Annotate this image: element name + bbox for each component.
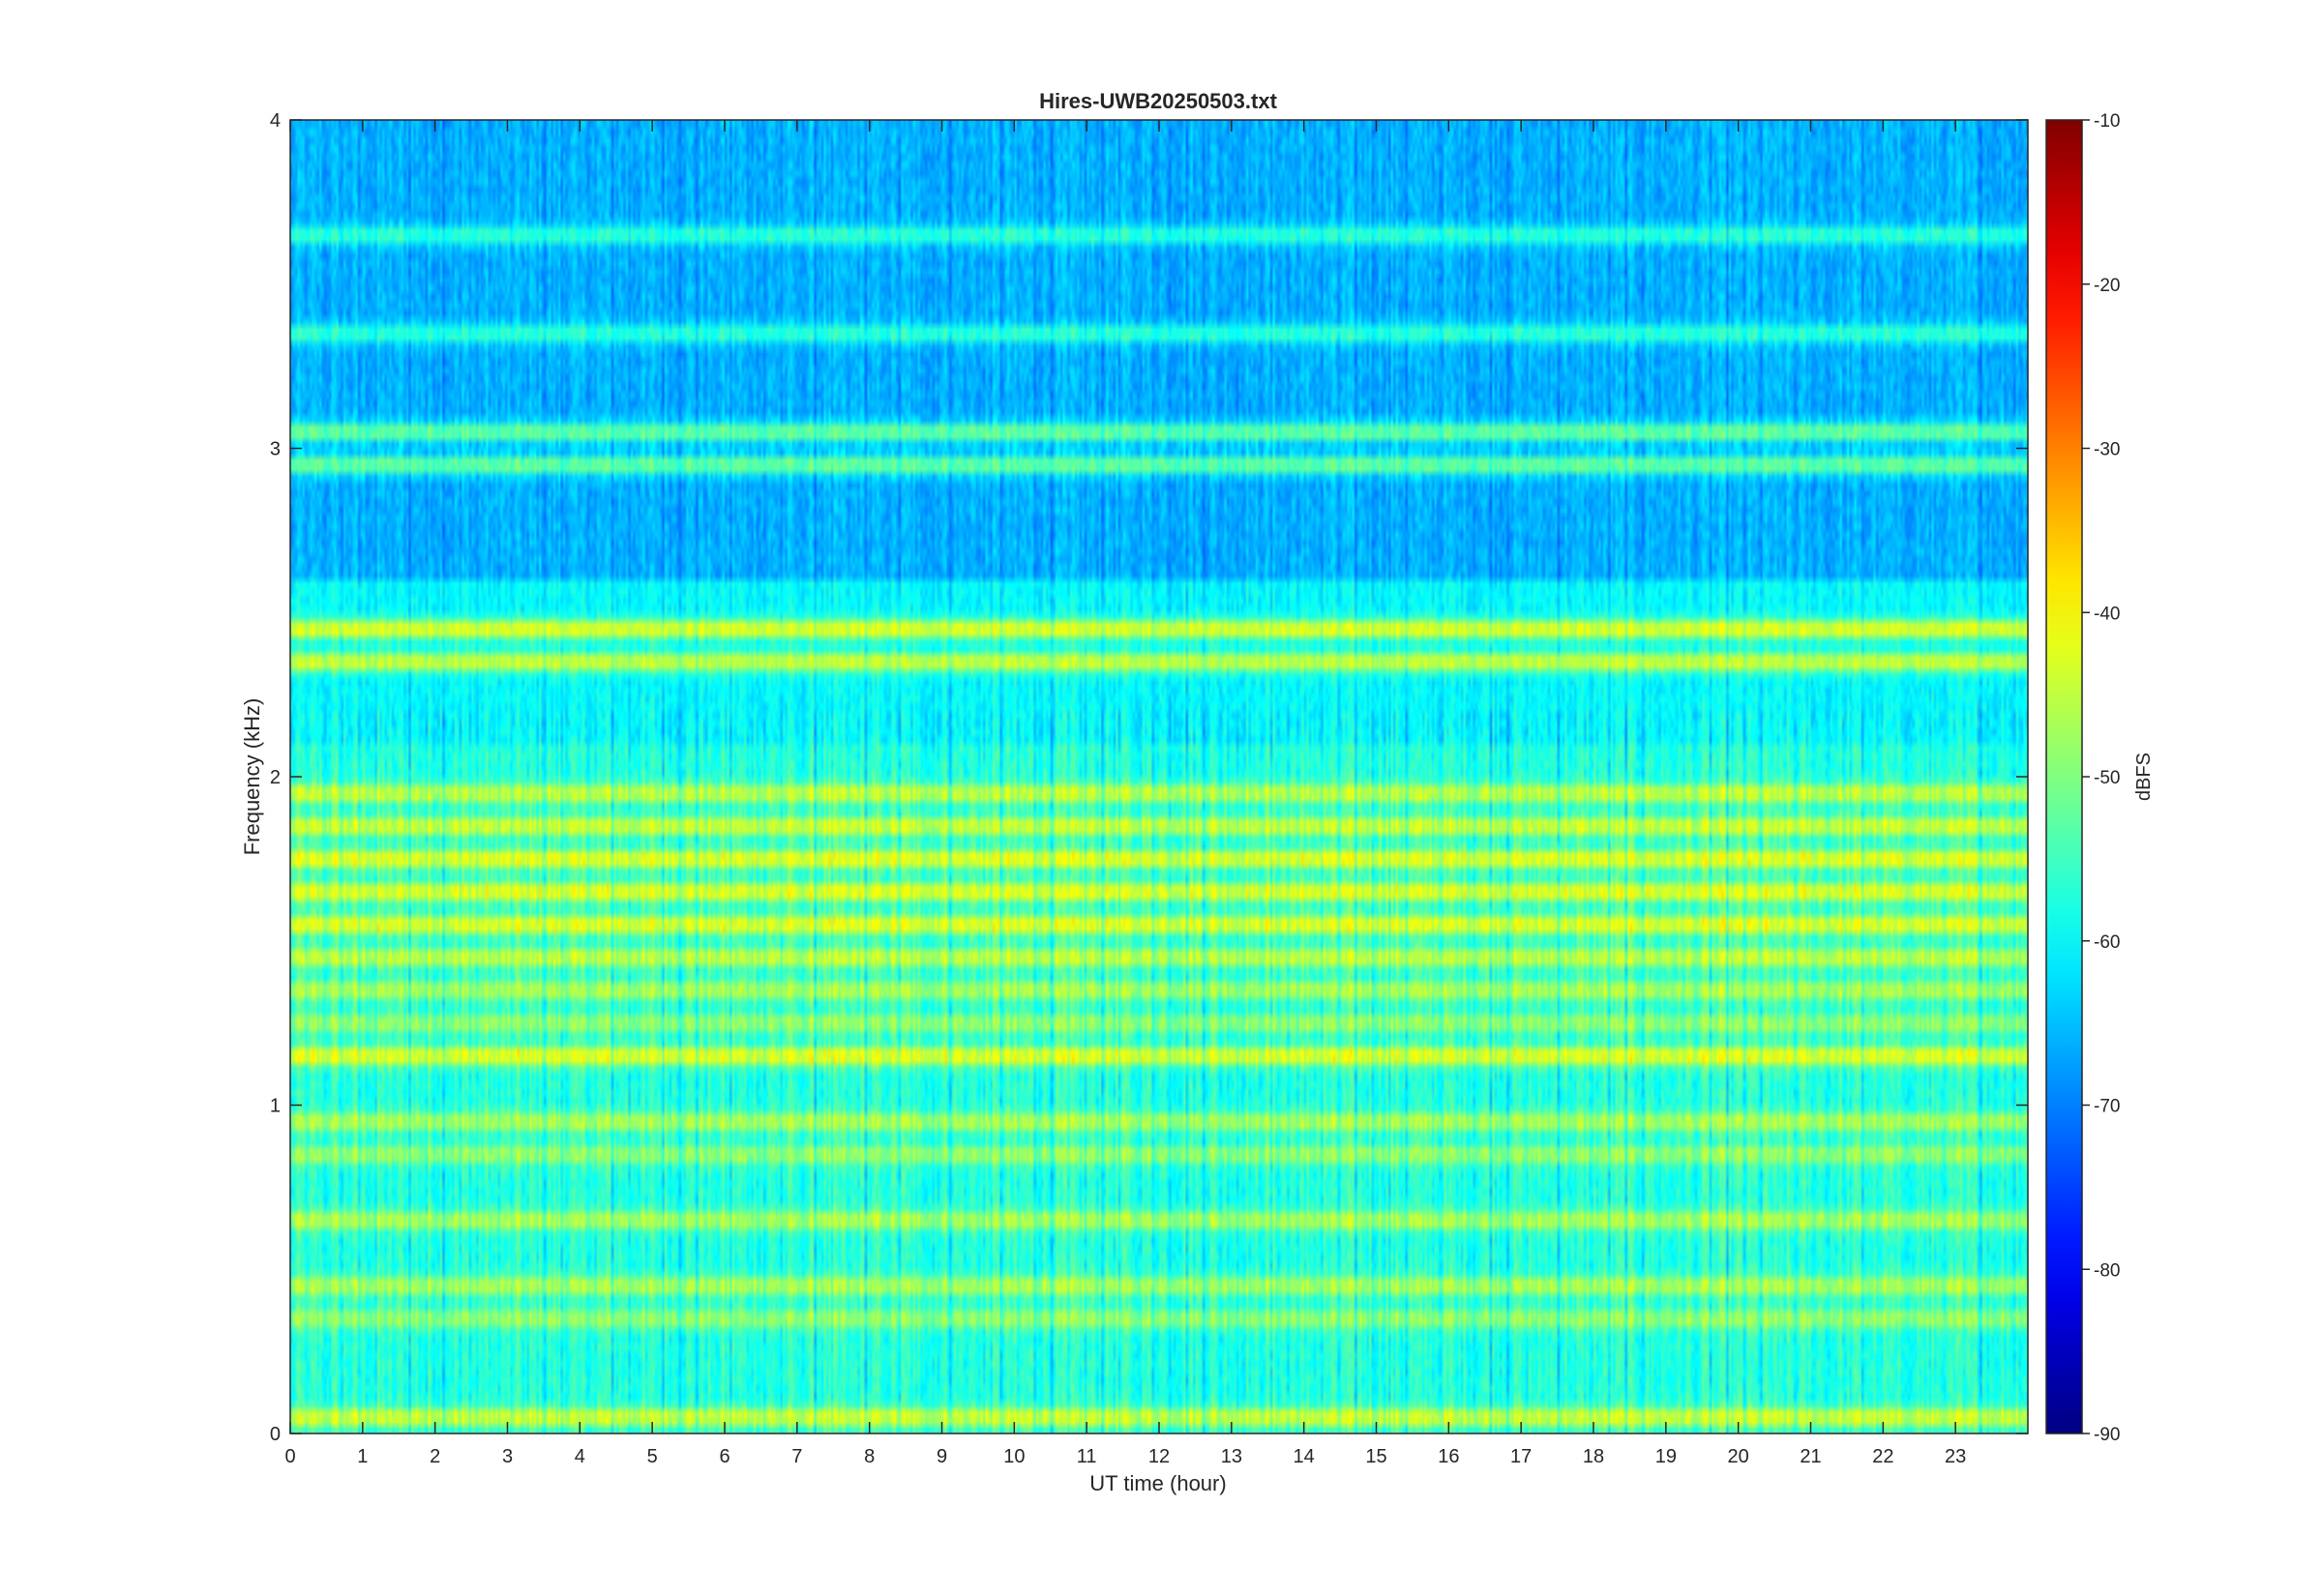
x-tick-label: 6 bbox=[719, 1446, 729, 1467]
colorbar-tick-label: -60 bbox=[2094, 932, 2120, 953]
x-axis-label: UT time (hour) bbox=[1089, 1471, 1226, 1495]
colorbar-tick-label: -40 bbox=[2094, 604, 2120, 624]
x-tick-label: 22 bbox=[1872, 1446, 1893, 1467]
colorbar-tick-label: -90 bbox=[2094, 1425, 2120, 1445]
x-tick-label: 0 bbox=[284, 1446, 295, 1467]
x-tick-label: 18 bbox=[1583, 1446, 1604, 1467]
chart-title: Hires-UWB20250503.txt bbox=[1039, 89, 1277, 113]
colorbar-label: dBFS bbox=[2133, 753, 2155, 801]
colorbar-tick-label: -20 bbox=[2094, 276, 2120, 296]
y-axis-ticks: 0 1 2 3 4 bbox=[270, 110, 2028, 1445]
colorbar-tick-label: -50 bbox=[2094, 768, 2120, 788]
x-tick-label: 4 bbox=[575, 1446, 585, 1467]
y-tick-label: 3 bbox=[270, 439, 281, 460]
x-tick-label: 1 bbox=[357, 1446, 368, 1467]
y-tick-label: 1 bbox=[270, 1096, 281, 1117]
x-tick-label: 12 bbox=[1148, 1446, 1170, 1467]
x-tick-label: 13 bbox=[1221, 1446, 1242, 1467]
colorbar-gradient bbox=[2045, 119, 2083, 1434]
x-axis-ticks: 0 1 2 3 4 5 6 7 8 9 10 11 12 13 14 15 16 17 18 19 20 21 22 23 bbox=[284, 120, 1966, 1467]
y-tick-label: 4 bbox=[270, 110, 281, 132]
colorbar-tick-label: -70 bbox=[2094, 1097, 2120, 1117]
x-tick-label: 20 bbox=[1728, 1446, 1749, 1467]
colorbar: -10 -20 -30 -40 -50 -60 -70 -80 -90 dBFS bbox=[2045, 111, 2155, 1445]
x-tick-label: 19 bbox=[1655, 1446, 1677, 1467]
x-tick-label: 21 bbox=[1800, 1446, 1821, 1467]
spectrogram-heatmap bbox=[290, 120, 2028, 1433]
y-tick-label: 0 bbox=[270, 1424, 281, 1445]
x-tick-label: 7 bbox=[791, 1446, 802, 1467]
y-tick-label: 2 bbox=[270, 767, 281, 788]
x-tick-label: 9 bbox=[937, 1446, 947, 1467]
colorbar-tick-label: -80 bbox=[2094, 1260, 2120, 1281]
x-tick-label: 10 bbox=[1003, 1446, 1025, 1467]
y-axis-label: Frequency (kHz) bbox=[240, 698, 264, 856]
x-tick-label: 17 bbox=[1510, 1446, 1532, 1467]
x-tick-label: 15 bbox=[1365, 1446, 1386, 1467]
x-tick-label: 3 bbox=[502, 1446, 513, 1467]
x-tick-label: 2 bbox=[430, 1446, 440, 1467]
x-tick-label: 11 bbox=[1077, 1446, 1097, 1467]
x-tick-label: 16 bbox=[1438, 1446, 1459, 1467]
colorbar-tick-label: -30 bbox=[2094, 440, 2120, 460]
x-tick-label: 8 bbox=[864, 1446, 875, 1467]
x-tick-label: 23 bbox=[1945, 1446, 1966, 1467]
x-tick-label: 14 bbox=[1294, 1446, 1315, 1467]
colorbar-ticks: -10 -20 -30 -40 -50 -60 -70 -80 -90 bbox=[2082, 111, 2120, 1445]
plot-area bbox=[289, 119, 2029, 1434]
colorbar-tick-label: -10 bbox=[2094, 111, 2120, 132]
x-tick-label: 5 bbox=[647, 1446, 658, 1467]
